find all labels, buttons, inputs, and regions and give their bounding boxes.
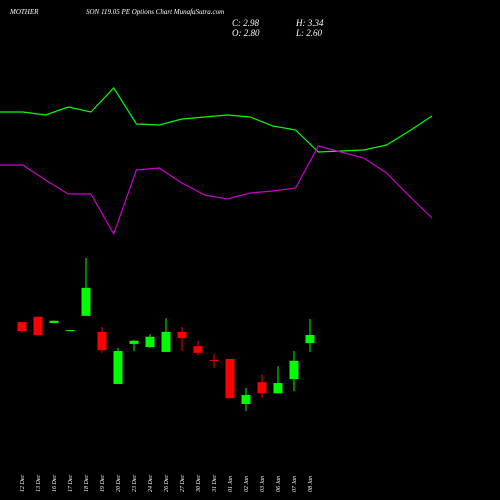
x-tick-label: 06 Jan	[276, 476, 282, 492]
x-tick-label: 01 Jan	[228, 476, 234, 492]
indicator-line	[0, 145, 433, 236]
ohlc-open: O: 2.80	[232, 28, 260, 38]
candle-body	[81, 287, 91, 316]
x-tick-label: 12 Dec	[20, 475, 26, 492]
header-title: SON 119.05 PE Options Chart MunafaSutra.…	[86, 8, 224, 16]
candle-body	[33, 316, 43, 335]
x-tick-label: 08 Jan	[308, 476, 314, 492]
candle-body	[241, 395, 251, 404]
x-tick-label: 02 Jan	[244, 476, 250, 492]
x-tick-label: 27 Dec	[180, 475, 186, 492]
candle-body	[177, 331, 187, 339]
candle-body	[289, 360, 299, 380]
candle-body	[145, 336, 155, 348]
candle-body	[209, 359, 219, 361]
x-tick-label: 31 Dec	[212, 475, 218, 493]
candle-body	[129, 340, 139, 344]
x-tick-label: 16 Dec	[52, 475, 58, 492]
candle-body	[257, 382, 267, 394]
header-left: MOTHER	[9, 8, 39, 16]
x-tick-label: 17 Dec	[68, 475, 74, 492]
x-tick-label: 07 Jan	[292, 476, 298, 492]
candle-body	[65, 330, 75, 332]
candle-body	[161, 331, 171, 352]
candle-body	[305, 335, 315, 344]
x-tick-label: 18 Dec	[84, 475, 90, 492]
x-tick-label: 13 Dec	[36, 475, 42, 492]
candle-body	[273, 383, 283, 394]
x-tick-label: 30 Dec	[196, 475, 202, 493]
indicator-line	[0, 87, 433, 153]
candle-body	[225, 359, 235, 399]
candle-body	[17, 322, 27, 331]
ohlc-low: L: 2.60	[295, 28, 323, 38]
x-tick-label: 23 Dec	[132, 475, 138, 492]
candle-body	[97, 331, 107, 351]
ohlc-high: H: 3.34	[295, 18, 324, 28]
x-tick-label: 20 Dec	[116, 475, 122, 492]
x-tick-label: 19 Dec	[100, 475, 106, 492]
x-tick-label: 03 Jan	[260, 476, 266, 492]
x-tick-label: 26 Dec	[164, 475, 170, 492]
x-tick-label: 24 Dec	[147, 475, 154, 492]
candle-body	[193, 346, 203, 353]
ohlc-close: C: 2.98	[232, 18, 260, 28]
candle-body	[49, 320, 59, 323]
candle-body	[113, 351, 123, 384]
